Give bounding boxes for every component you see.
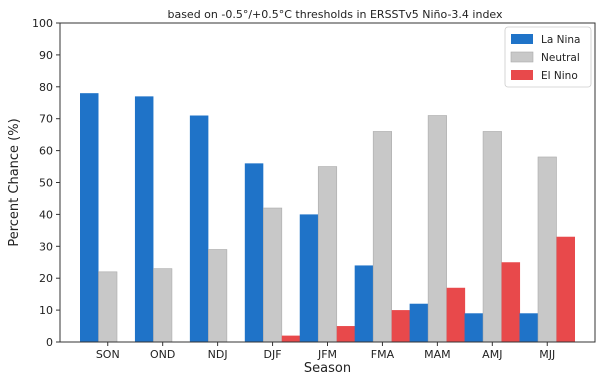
bar-neutral-amj xyxy=(483,131,502,342)
x-tick-label: JFM xyxy=(317,348,337,361)
chart-subtitle: based on -0.5°/+0.5°C thresholds in ERSS… xyxy=(167,8,503,21)
bar-la-nina-fma xyxy=(355,265,374,342)
bar-neutral-djf xyxy=(263,208,282,342)
legend-swatch-la-nina xyxy=(511,34,533,44)
x-tick-label: FMA xyxy=(371,348,395,361)
bar-neutral-fma xyxy=(373,131,392,342)
x-tick-label: DJF xyxy=(264,348,282,361)
y-tick-label: 60 xyxy=(39,145,53,158)
y-tick-label: 100 xyxy=(32,17,53,30)
y-tick-label: 50 xyxy=(39,177,53,190)
bar-la-nina-mjj xyxy=(520,313,539,342)
bar-neutral-mam xyxy=(428,116,447,342)
bar-neutral-ond xyxy=(153,269,172,342)
bar-el-nino-djf xyxy=(282,336,301,342)
bar-la-nina-ndj xyxy=(190,116,209,342)
bar-el-nino-jfm xyxy=(337,326,356,342)
y-tick-label: 30 xyxy=(39,240,53,253)
bar-el-nino-fma xyxy=(392,310,411,342)
x-axis: SON OND NDJ DJF JFM FMA MAM AMJ MJJ xyxy=(96,342,555,361)
legend-label: Neutral xyxy=(541,52,580,64)
bar-el-nino-mjj xyxy=(557,237,576,342)
bar-la-nina-djf xyxy=(245,163,264,342)
bar-la-nina-amj xyxy=(465,313,484,342)
x-tick-label: NDJ xyxy=(208,348,228,361)
y-axis-label: Percent Chance (%) xyxy=(7,118,22,246)
bar-la-nina-son xyxy=(80,93,99,342)
y-tick-label: 0 xyxy=(46,336,53,349)
plot-area xyxy=(80,93,575,342)
bar-el-nino-amj xyxy=(502,262,521,342)
y-tick-label: 10 xyxy=(39,304,53,317)
x-tick-label: MJJ xyxy=(539,348,555,361)
bar-la-nina-jfm xyxy=(300,214,319,342)
y-tick-label: 40 xyxy=(39,208,53,221)
x-axis-label: Season xyxy=(304,361,351,376)
x-tick-label: MAM xyxy=(424,348,451,361)
bar-neutral-ndj xyxy=(208,249,227,342)
legend-swatch-neutral xyxy=(511,52,533,62)
bar-neutral-mjj xyxy=(538,157,557,342)
y-tick-label: 80 xyxy=(39,81,53,94)
x-tick-label: AMJ xyxy=(482,348,502,361)
y-axis: 0 10 20 30 40 50 60 70 80 90 100 xyxy=(32,17,60,349)
bar-la-nina-mam xyxy=(410,304,429,342)
y-tick-label: 90 xyxy=(39,49,53,62)
bar-neutral-jfm xyxy=(318,167,337,342)
bar-el-nino-mam xyxy=(447,288,466,342)
x-tick-label: OND xyxy=(150,348,175,361)
legend: La Nina Neutral El Nino xyxy=(505,27,591,87)
y-tick-label: 70 xyxy=(39,113,53,126)
x-tick-label: SON xyxy=(96,348,120,361)
bar-neutral-son xyxy=(99,272,118,342)
y-tick-label: 20 xyxy=(39,272,53,285)
legend-label: La Nina xyxy=(541,34,580,46)
legend-label: El Nino xyxy=(541,70,578,82)
bar-la-nina-ond xyxy=(135,96,154,342)
legend-swatch-el-nino xyxy=(511,70,533,80)
